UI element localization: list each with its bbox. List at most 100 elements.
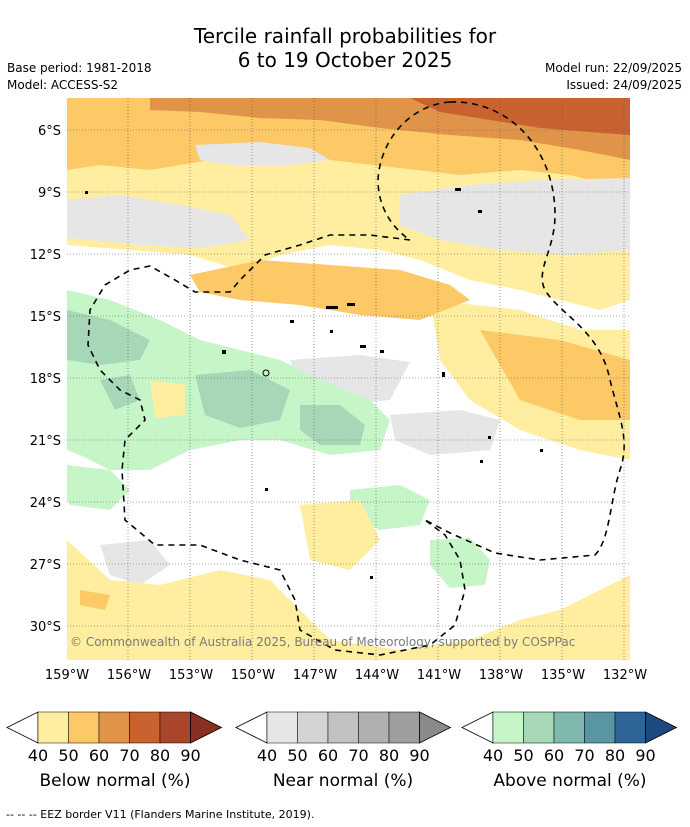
island [85,191,88,194]
colorbar-tick-label: 60 [318,746,338,765]
colorbar-tick-label: 70 [574,746,594,765]
longitude-labels: 159°W 156°W 153°W 150°W 147°W 144°W 141°… [45,668,647,683]
colorbar-under-triangle [6,711,39,744]
colorbar-segment [68,711,100,744]
lon-label: 150°W [231,668,275,683]
above-normal-50-small [100,375,140,410]
colorbar-tick-label: 90 [409,746,429,765]
colorbar-tick-label: 70 [348,746,368,765]
colorbar-tick-label: 80 [150,746,170,765]
colorbar-segment [614,711,646,744]
below-normal-50-east [480,330,630,420]
colorbar-segment [129,711,161,744]
colorbar-over-triangle [419,711,452,744]
colorbar-segment [358,711,390,744]
colorbar-tick-label: 80 [379,746,399,765]
copyright-text: © Commonwealth of Australia 2025, Bureau… [70,635,575,649]
lon-label: 144°W [355,668,399,683]
colorbar-tick-label: 70 [119,746,139,765]
colorbar-segment [584,711,616,744]
footer-note: -- -- -- EEZ border V11 (Flanders Marine… [6,808,315,821]
colorbar-tick-label: 40 [257,746,277,765]
map-title-line2: 6 to 19 October 2025 [237,48,453,72]
colorbar-legends: 40 50 60 70 80 90 40 50 60 70 80 90 40 50 60 70 80 90 [6,711,678,765]
lon-label: 132°W [603,668,647,683]
above-normal-50-south [300,405,365,445]
below-normal-40-small [150,380,185,418]
below-normal-50-central [190,260,470,320]
near-normal-40-southwest [100,540,170,585]
near-normal-40-south-central [390,410,500,455]
island [262,369,270,377]
colorbar-tick-label: 60 [544,746,564,765]
below-normal-70-north [410,98,630,135]
lat-label: 18°S [30,372,61,387]
eez-border-french-polynesia [424,101,625,561]
island [480,460,483,463]
colorbar-under-triangle [461,711,494,744]
above-normal-40-far-west [67,465,130,510]
lon-label: 138°W [479,668,523,683]
colorbar-tick-label: 40 [28,746,48,765]
colorbar-segment [492,711,524,744]
colorbar-tick-label: 50 [58,746,78,765]
island [455,188,461,191]
island [222,350,226,354]
above-normal-50-west [67,310,150,365]
colorbar-0: 40 50 60 70 80 90 [6,711,223,765]
colorbar-segment [266,711,298,744]
islands [85,188,543,579]
lon-label: 159°W [45,668,89,683]
near-normal-40-strip [195,142,330,165]
island [265,488,268,491]
island [370,576,373,579]
island [380,350,384,353]
probability-map: © Commonwealth of Australia 2025, Bureau… [67,98,630,660]
above-normal-40-southcentral [350,485,430,530]
lat-label: 6°S [38,124,61,139]
colorbar-tick-label: 90 [180,746,200,765]
model-name: Model: ACCESS-S2 [7,78,119,92]
lat-label: 15°S [30,310,61,325]
lat-label: 9°S [38,186,61,201]
colorbar-segment [159,711,191,744]
colorbar-title-near: Near normal (%) [272,771,414,791]
lon-label: 135°W [541,668,585,683]
colorbar-under-triangle [235,711,268,744]
island [330,330,333,333]
lat-label: 30°S [30,620,61,635]
colorbar-tick-label: 50 [287,746,307,765]
lat-label: 27°S [30,558,61,573]
lon-label: 153°W [169,668,213,683]
lat-label: 24°S [30,496,61,511]
base-period: Base period: 1981-2018 [7,61,152,75]
island [488,436,491,439]
colorbar-title-above: Above normal (%) [493,771,647,791]
colorbar-tick-label: 40 [483,746,503,765]
colorbar-segment [37,711,69,744]
eez-border-cook-islands [87,234,466,656]
colorbar-segment [297,711,329,744]
island [326,306,338,309]
colorbar-segment [327,711,359,744]
colorbar-tick-label: 50 [513,746,533,765]
graticule [67,98,630,660]
near-normal-40-northeast [400,178,630,255]
colorbar-2: 40 50 60 70 80 90 [461,711,678,765]
eez-border-marquesas [377,101,451,241]
map-title-line1: Tercile rainfall probabilities for [193,24,497,48]
island [290,320,294,323]
near-normal-40-northwest [67,195,250,248]
below-normal-40-south [67,540,630,660]
latitude-labels: 6°S 9°S 12°S 15°S 18°S 21°S 24°S 27°S 30… [30,124,61,635]
above-normal-50-central [195,370,290,428]
colorbar-segment [388,711,420,744]
colorbar-tick-label: 90 [635,746,655,765]
lon-label: 147°W [293,668,337,683]
colorbar-over-triangle [190,711,223,744]
below-normal-40-south-central [300,500,380,570]
colorbar-title-below: Below normal (%) [39,771,191,791]
lon-label: 141°W [417,668,461,683]
island [442,372,445,377]
